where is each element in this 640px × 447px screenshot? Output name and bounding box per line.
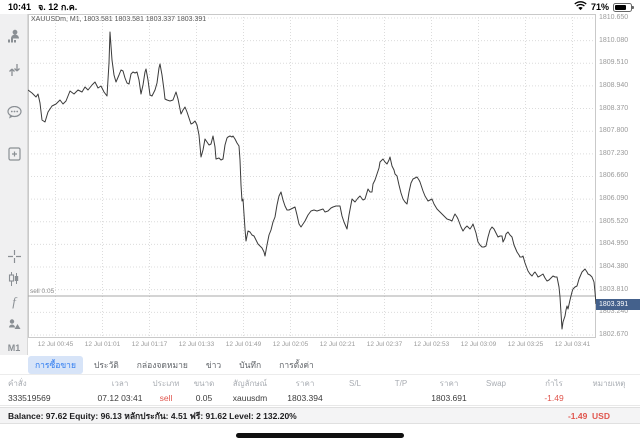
tab-1[interactable]: ประวัติ — [93, 359, 119, 370]
col-comment: หมายเหตุ — [592, 378, 626, 388]
time-axis-label: 12 Jul 02:37 — [366, 341, 403, 348]
time-axis-label: 12 Jul 02:53 — [413, 341, 450, 348]
price-axis-label: 1804.950 — [599, 240, 629, 248]
current-price-tag: 1803.391 — [596, 299, 640, 310]
col-tp: T/P — [394, 378, 408, 388]
col-sl: S/L — [348, 378, 361, 388]
col-symbol: สัญลักษณ์ — [232, 378, 268, 388]
trade-table-header: คำสั่ง เวลา ประเภท ขนาด สัญลักษณ์ ราคา S… — [0, 376, 640, 390]
sell-position-label: sell 0.05 — [30, 288, 55, 295]
time-axis-label: 12 Jul 00:45 — [37, 341, 74, 348]
total-profit: -1.49 USD — [567, 410, 610, 421]
position-time: 07.12 03:41 — [97, 392, 143, 403]
price-axis-label: 1808.370 — [599, 104, 629, 112]
price-axis-label: 1803.810 — [599, 285, 629, 293]
time-axis-label: 12 Jul 03:41 — [554, 341, 591, 348]
position-order: 333519569 — [8, 392, 51, 403]
position-row[interactable]: 333519569 07.12 03:41 sell 0.05 xauusdm … — [0, 390, 640, 406]
trade-arrows-icon[interactable] — [0, 60, 28, 80]
col-order: คำสั่ง — [8, 378, 27, 388]
position-volume: 0.05 — [195, 392, 213, 403]
timeframe-button[interactable]: M1 — [7, 343, 21, 353]
account-summary: Balance: 97.62 Equity: 96.13 หลักประกัน:… — [8, 410, 297, 421]
time-axis-label: 12 Jul 01:17 — [131, 341, 168, 348]
price-axis-label: 1802.670 — [599, 330, 629, 338]
time-axis-label: 12 Jul 03:25 — [507, 341, 544, 348]
time-axis-label: 12 Jul 02:21 — [319, 341, 356, 348]
indicators-icon[interactable]: f — [12, 294, 16, 309]
battery-icon — [613, 2, 634, 12]
price-axis-label: 1803.240 — [599, 308, 629, 316]
tab-3[interactable]: ข่าว — [205, 359, 222, 370]
left-toolbar: f M1 — [0, 14, 28, 355]
wifi-icon — [574, 0, 587, 16]
col-volume: ขนาด — [193, 378, 215, 388]
col-swap: Swap — [485, 378, 506, 388]
status-bar: 10:41 จ. 12 ก.ค. 71% — [0, 0, 640, 14]
trade-table: คำสั่ง เวลา ประเภท ขนาด สัญลักษณ์ ราคา S… — [0, 376, 640, 406]
position-current-price: 1803.691 — [431, 392, 467, 403]
col-time: เวลา — [111, 378, 129, 388]
price-chart[interactable]: sell 0.05 — [27, 14, 597, 338]
time-axis-label: 12 Jul 01:49 — [225, 341, 262, 348]
price-axis-label: 1807.230 — [599, 149, 629, 157]
status-date: จ. 12 ก.ค. — [38, 2, 78, 12]
price-axis-label: 1805.520 — [599, 217, 629, 225]
clock-time: 10:41 — [8, 2, 32, 12]
price-line — [27, 31, 597, 330]
price-axis-label: 1809.510 — [599, 59, 629, 67]
battery-percent: 71% — [590, 2, 609, 12]
tab-5[interactable]: การตั้งค่า — [279, 359, 314, 370]
time-axis-label: 12 Jul 02:05 — [272, 341, 309, 348]
price-axis-label: 1806.660 — [599, 172, 629, 180]
price-axis-label: 1806.090 — [599, 195, 629, 203]
account-summary-bar: Balance: 97.62 Equity: 96.13 หลักประกัน:… — [0, 407, 640, 424]
position-symbol: xauusdm — [232, 392, 268, 403]
price-axis-label: 1810.650 — [599, 14, 629, 21]
objects-icon[interactable] — [0, 314, 28, 334]
new-order-icon[interactable] — [0, 144, 28, 164]
position-profit: -1.49 — [544, 392, 564, 403]
price-axis-label: 1808.940 — [599, 81, 629, 89]
time-axis: 12 Jul 00:45 12 Jul 01:01 12 Jul 01:17 12 J… — [28, 339, 596, 352]
price-axis-label: 1810.080 — [599, 36, 629, 44]
tab-4[interactable]: บันทึก — [239, 359, 262, 370]
position-type: sell — [159, 392, 173, 403]
tab-2[interactable]: กล่องจดหมาย — [136, 359, 188, 370]
time-axis-label: 12 Jul 01:01 — [84, 341, 121, 348]
price-chart-svg: sell 0.05 — [27, 14, 597, 338]
time-axis-label: 12 Jul 03:09 — [460, 341, 497, 348]
plot-border — [28, 14, 596, 338]
position-open-price: 1803.394 — [287, 392, 323, 403]
col-price: ราคา — [439, 378, 459, 388]
crosshair-icon[interactable] — [0, 246, 28, 266]
col-open-price: ราคา — [295, 378, 315, 388]
bottom-tab-bar: การซื้อขาย ประวัติ กล่องจดหมาย ข่าว บันทึก กา… — [0, 355, 640, 375]
col-profit: กำไร — [545, 378, 563, 388]
price-axis: 1810.650 1810.080 1809.510 1808.940 1808.370… — [596, 14, 640, 354]
tab-0[interactable]: การซื้อขาย — [28, 355, 83, 374]
account-icon[interactable] — [0, 26, 28, 46]
col-type: ประเภท — [152, 378, 180, 388]
chat-icon[interactable] — [0, 102, 28, 122]
candles-icon[interactable] — [0, 269, 28, 289]
chart-ohlc-header: XAUUSDm, M1, 1803.581 1803.581 1803.337 … — [31, 16, 207, 23]
time-axis-label: 12 Jul 01:33 — [178, 341, 215, 348]
price-axis-label: 1804.380 — [599, 263, 629, 271]
home-indicator[interactable] — [236, 433, 404, 438]
price-axis-label: 1807.800 — [599, 127, 629, 135]
